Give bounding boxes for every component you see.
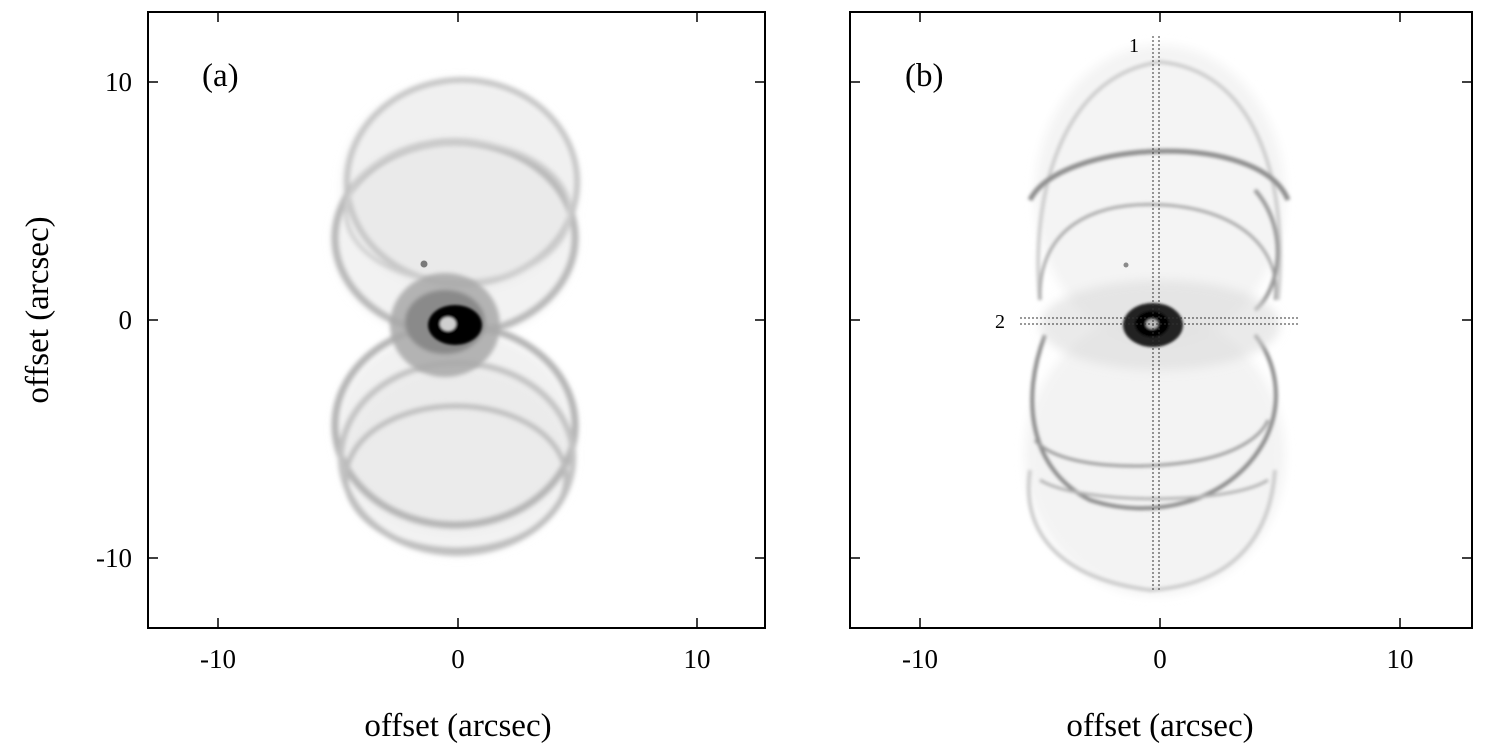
panel-a-core: [428, 305, 482, 345]
panel-a-y-tick-labels: 10 0 -10: [96, 67, 132, 573]
panel-a-label: (a): [202, 58, 239, 94]
panel-a-image: [331, 77, 580, 556]
panel-b-x-tick-label: 0: [1153, 644, 1167, 674]
panel-a-x-tick-label: 10: [684, 644, 711, 674]
panel-b-label: (b): [905, 58, 943, 94]
panel-b-slit-1-label: 1: [1129, 35, 1139, 57]
panel-a-star: [420, 260, 428, 268]
panel-b-star: [1123, 262, 1129, 268]
panel-b-x-axis-title: offset (arcsec): [1066, 708, 1253, 744]
panel-a-x-tick-labels: -10 0 10: [200, 644, 711, 674]
panel-a: (a) -10 0 10 10 0 -10 offset (arcsec) of…: [20, 11, 766, 744]
panel-a-y-tick-label: 10: [105, 67, 132, 97]
panel-b-lower-shells: [1026, 333, 1278, 593]
panel-a-y-tick-label: 0: [119, 305, 133, 335]
panel-b-x-tick-labels: -10 0 10: [902, 644, 1414, 674]
panel-b-slit-1: [1152, 36, 1160, 592]
panel-a-x-axis-title: offset (arcsec): [364, 708, 551, 744]
panel-a-y-axis-title: offset (arcsec): [20, 216, 56, 403]
panel-b-nebula-glow: [1025, 45, 1285, 595]
panel-b-slit-2-label: 2: [995, 311, 1005, 333]
panel-a-y-tick-label: -10: [96, 543, 132, 573]
panel-b: 1 2 (b) -10 0 10 offset (arcsec): [849, 11, 1473, 744]
panel-a-x-tick-label: -10: [200, 644, 236, 674]
panel-b-x-tick-label: -10: [902, 644, 938, 674]
panel-b-ticks: [850, 12, 1472, 628]
panel-a-x-tick-label: 0: [451, 644, 465, 674]
panel-a-upper-lobe: [333, 80, 578, 340]
panel-a-ticks: [148, 12, 765, 628]
panel-b-upper-shells: [1027, 59, 1291, 312]
panel-b-image: [1025, 45, 1291, 595]
panel-b-x-tick-label: 10: [1387, 644, 1414, 674]
